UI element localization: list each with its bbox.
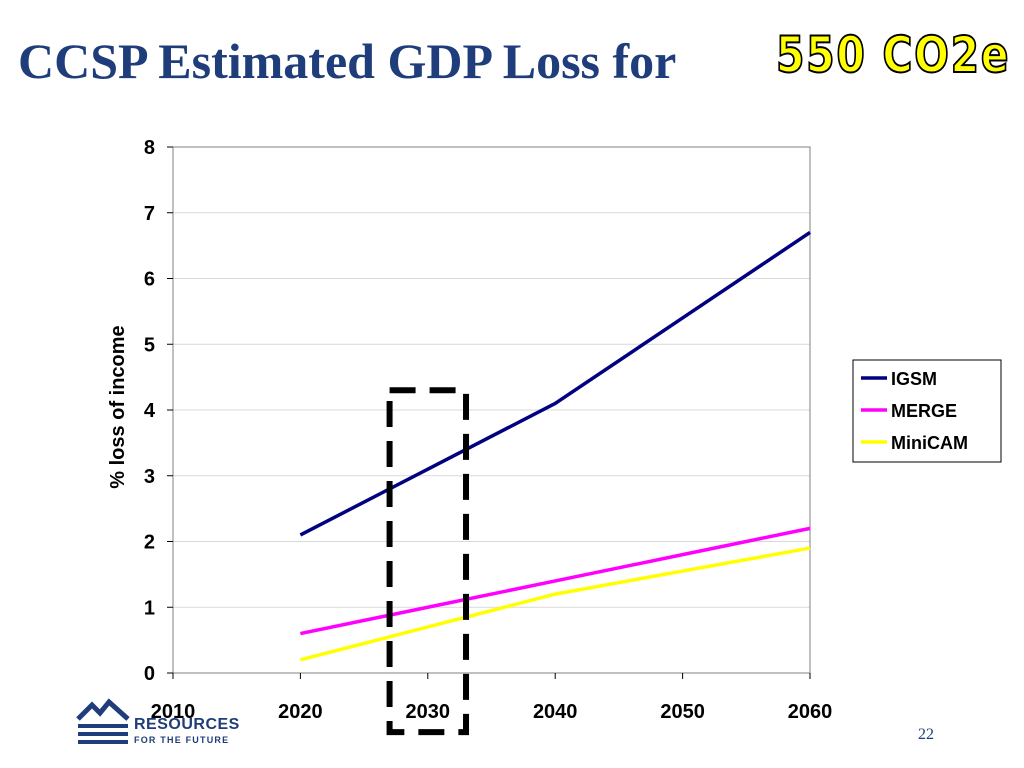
- x-tick-label: 2020: [278, 701, 323, 723]
- x-tick-label: 2010: [151, 701, 196, 723]
- y-tick-label: 7: [144, 203, 155, 225]
- rff-logo: RESOURCES FOR THE FUTURE: [76, 697, 266, 752]
- y-tick-label: 0: [144, 663, 155, 685]
- legend-label-merge: MERGE: [891, 401, 957, 421]
- y-tick-label: 4: [144, 400, 156, 422]
- y-tick-label: 3: [144, 466, 155, 488]
- logo-text-resources: RESOURCES: [134, 716, 240, 733]
- y-tick-label: 1: [144, 597, 155, 619]
- y-axis-title: % loss of income: [107, 325, 129, 488]
- y-tick-label: 6: [144, 269, 155, 291]
- title-highlight: 550 CO2e: [775, 26, 1011, 84]
- legend: IGSM MERGE MiniCAM: [852, 359, 1002, 463]
- y-tick-label: 5: [144, 334, 155, 356]
- legend-label-igsm: IGSM: [891, 369, 937, 389]
- x-tick-label: 2050: [660, 701, 705, 723]
- y-tick-label: 8: [144, 137, 155, 159]
- mountain-logo-icon: [76, 698, 130, 744]
- logo-text-future: FOR THE FUTURE: [134, 735, 230, 745]
- x-tick-label: 2030: [406, 701, 451, 723]
- slide-title: CCSP Estimated GDP Loss for: [18, 33, 677, 89]
- x-tick-label: 2040: [533, 701, 578, 723]
- series-line-igsm: [299, 231, 811, 537]
- highlight-dashed-box: [386, 387, 470, 736]
- legend-label-minicam: MiniCAM: [891, 433, 968, 453]
- series-line-minicam: [299, 546, 811, 662]
- page-number: 22: [918, 726, 934, 743]
- x-tick-label: 2060: [788, 701, 833, 723]
- y-tick-label: 2: [144, 532, 155, 554]
